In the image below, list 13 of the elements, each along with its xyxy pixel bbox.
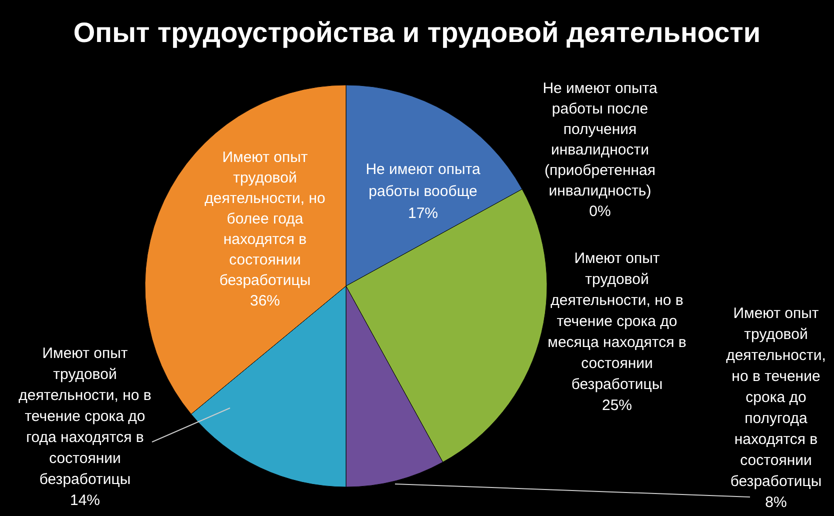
data-label: 25%	[602, 397, 632, 414]
text: 0%	[589, 203, 611, 220]
slice-label: Имеют опыт трудовой деятельности, но в течение срока до года находятся в состоянии безработицы	[18, 345, 152, 488]
data-label: 36%	[250, 292, 280, 310]
category-label: Не имеют опыта работы после получения инвалидности (приобретенная инвалидность)	[542, 80, 658, 200]
slice-label: Имеют опыт трудовой деятельности, но в течение срока до месяца находятся в состоянии безработицы	[548, 250, 686, 393]
data-label: 8%	[765, 494, 787, 511]
category-label: Имеют опыт трудовой деятельности, но в течение срока до полугода находятся в состоянии безработицы	[726, 305, 826, 490]
data-label: 14%	[70, 492, 100, 509]
chart-title: Опыт трудоустройства и трудовой деятельности	[73, 17, 761, 48]
slice-label: Не имеют опыта работы вообще	[366, 161, 481, 200]
slice-label: Имеют опыт трудовой деятельности, но более года находятся в состоянии безработицы	[204, 149, 326, 289]
data-label: 17%	[408, 205, 438, 222]
